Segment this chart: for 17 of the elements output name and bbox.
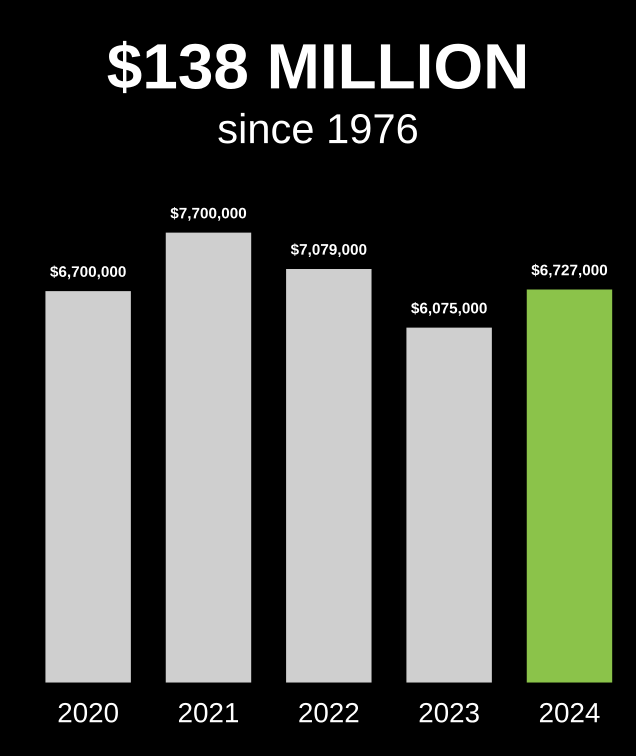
- bar: [45, 291, 131, 683]
- data-label: $6,075,000: [411, 302, 487, 316]
- chart-subtitle: since 1976: [218, 112, 417, 144]
- bar: [406, 328, 492, 683]
- bar: [286, 268, 372, 683]
- bar: [526, 290, 612, 683]
- x-tick-label: 2020: [58, 702, 118, 723]
- chart-title: $138 MILLION: [108, 40, 525, 94]
- data-label: $7,700,000: [170, 207, 246, 221]
- x-tick-label: 2022: [299, 702, 358, 723]
- data-label: $6,727,000: [531, 264, 608, 278]
- data-label: $6,700,000: [50, 265, 126, 280]
- x-tick-label: 2024: [540, 702, 600, 723]
- bar: [166, 232, 252, 683]
- x-tick-label: 2021: [178, 702, 238, 723]
- x-tick-label: 2023: [420, 702, 479, 723]
- data-label: $7,079,000: [290, 243, 366, 258]
